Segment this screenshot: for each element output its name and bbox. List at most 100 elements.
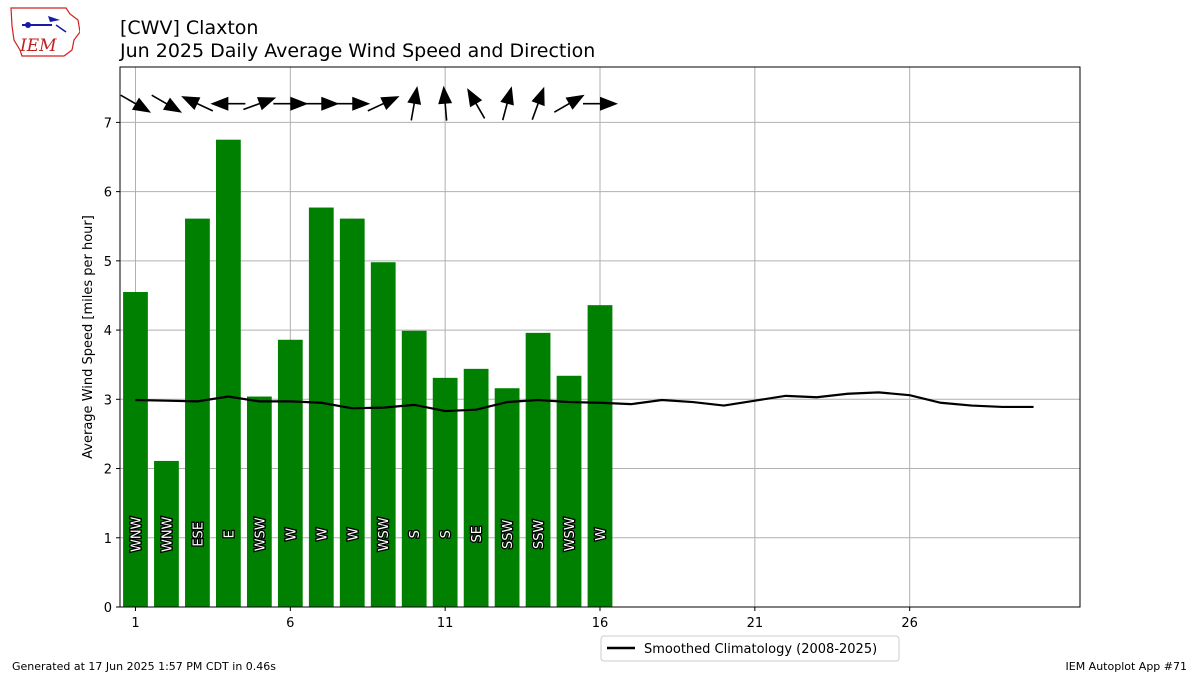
wind-arrows [120, 85, 618, 121]
climatology-line [135, 391, 1034, 413]
y-tick-label: 1 [104, 532, 112, 547]
direction-label: SSW [532, 519, 547, 549]
iem-logo: IEM [10, 7, 80, 57]
wind-arrow-head [565, 94, 585, 110]
y-tick-label: 7 [104, 116, 112, 131]
x-tick-label: 6 [286, 616, 294, 631]
chart-subtitle: Jun 2025 Daily Average Wind Speed and Di… [120, 40, 596, 62]
x-tick-label: 1 [131, 616, 139, 631]
y-tick-label: 3 [104, 393, 112, 408]
direction-label: SE [470, 526, 485, 542]
logo-text: IEM [19, 36, 57, 56]
wind-arrow-head [407, 85, 422, 105]
wind-arrow-head [600, 96, 618, 111]
wind-arrow [210, 96, 246, 111]
wind-arrow-head [380, 96, 400, 111]
chart-title: [CWV] Claxton [120, 17, 259, 39]
wind-arrow-shaft [553, 101, 572, 113]
wind-arrow-head [210, 96, 229, 111]
wind-arrow-shaft [474, 101, 486, 119]
bar [277, 339, 303, 607]
direction-label: SSW [501, 519, 516, 549]
bar [308, 207, 334, 608]
wind-arrow-shaft [501, 101, 509, 121]
wind-arrow-shaft [444, 101, 448, 121]
direction-label: WSW [253, 517, 268, 551]
bar [339, 218, 365, 607]
direction-label: W [284, 528, 299, 541]
direction-label: WSW [377, 517, 392, 551]
y-axis-label: Average Wind Speed [miles per hour] [81, 215, 96, 459]
direction-label: WNW [160, 516, 175, 552]
wind-arrow-shaft [195, 102, 214, 112]
wind-arrow-head [321, 96, 340, 111]
direction-label: ESE [191, 522, 206, 547]
direction-labels: WNW WNW ESE E WSW W W W WSW S S SE SSW SSW WSW W [128, 515, 610, 553]
wind-arrow [120, 94, 152, 113]
bar [432, 377, 458, 607]
wind-arrow [553, 94, 585, 113]
bar [587, 305, 613, 607]
legend-label: Smoothed Climatology (2008-2025) [644, 642, 877, 657]
bar [556, 375, 582, 607]
bar [185, 218, 210, 607]
y-tick-label: 2 [104, 463, 112, 478]
y-tick-label: 4 [104, 324, 112, 339]
direction-label: W [594, 528, 609, 541]
y-tick-label: 0 [104, 601, 112, 616]
wind-arrow-shaft [367, 102, 386, 112]
bar [246, 396, 272, 607]
app-credit: IEM Autoplot App #71 [1065, 660, 1188, 673]
wind-arrow [500, 86, 514, 121]
wind-arrow-head [181, 96, 201, 111]
wind-arrow [335, 96, 371, 111]
direction-label: W [315, 528, 330, 541]
wind-arrow-shaft [151, 94, 169, 106]
wind-arrow [531, 86, 545, 120]
wind-arrow [407, 85, 422, 121]
wind-arrow [304, 96, 340, 111]
bars [123, 139, 613, 608]
wind-arrow-head [290, 96, 309, 111]
direction-label: E [222, 530, 237, 538]
direction-label: W [346, 528, 361, 541]
y-tick-label: 5 [104, 255, 112, 270]
bar [494, 388, 520, 607]
wind-arrow-head [438, 85, 453, 105]
direction-label: S [439, 530, 454, 538]
x-tick-label: 26 [901, 616, 918, 631]
wind-arrow-head [131, 97, 152, 113]
x-tick-label: 16 [592, 616, 609, 631]
wind-arrow [467, 88, 486, 119]
wind-arrow [438, 85, 453, 121]
direction-label: S [408, 530, 423, 538]
wind-arrow-shaft [243, 102, 262, 111]
x-tick-label: 11 [437, 616, 454, 631]
wind-arrow [181, 96, 214, 112]
bar [401, 330, 427, 607]
bar [216, 139, 241, 607]
wind-arrow-head [256, 97, 277, 111]
direction-label: WSW [563, 517, 578, 551]
wind-arrow-shaft [410, 101, 416, 121]
wind-arrow [273, 96, 309, 111]
wind-arrow [367, 96, 400, 112]
x-tick-label: 21 [747, 616, 764, 631]
wind-arrow [243, 97, 277, 111]
wind-arrow-shaft [531, 101, 540, 120]
bar [463, 368, 489, 607]
wind-arrow-head [162, 97, 183, 113]
wind-arrow-head [352, 96, 371, 111]
wind-arrow [151, 94, 183, 113]
legend: Smoothed Climatology (2008-2025) [600, 635, 900, 662]
wind-arrow-head [500, 86, 514, 106]
y-tick-label: 6 [104, 186, 112, 201]
bar [525, 332, 551, 607]
climatology-layer [135, 391, 1034, 413]
legend-box [600, 635, 900, 662]
direction-label: WNW [129, 516, 144, 552]
bar [370, 262, 396, 607]
generated-timestamp: Generated at 17 Jun 2025 1:57 PM CDT in … [12, 660, 277, 673]
